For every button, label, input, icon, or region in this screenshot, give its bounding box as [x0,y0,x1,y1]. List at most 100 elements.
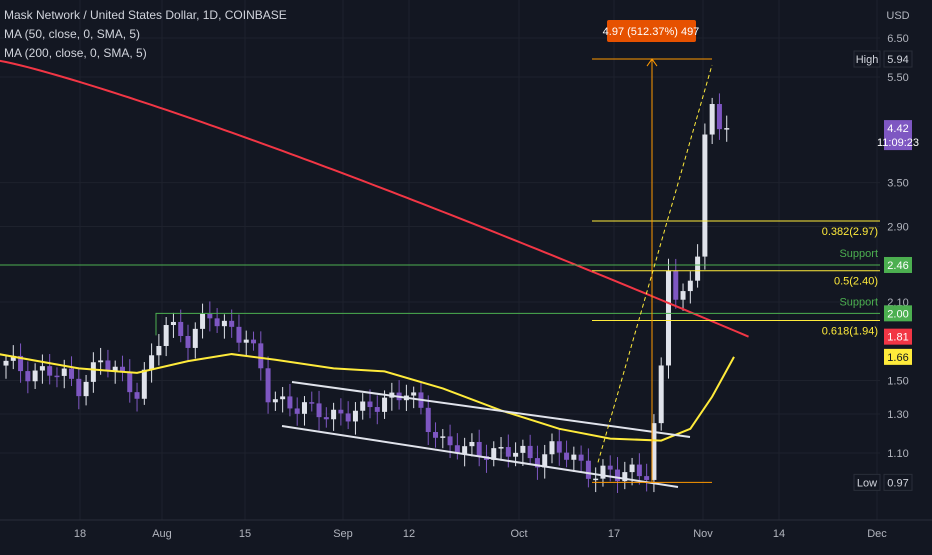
candle-body [673,270,679,300]
candle-body [236,326,242,343]
measure-label-box [607,20,696,42]
price-tag-value: 1.66 [887,352,908,364]
candle-body [112,366,118,371]
price-tag-value: 1.81 [887,332,908,344]
price-tick-label: 3.50 [887,178,908,190]
candle-body [542,454,548,468]
candle-body [636,464,642,477]
support-label: Support [839,296,878,308]
price-tag-name: High [856,54,879,66]
price-tag-countdown: 11:09:23 [877,137,919,149]
candle-body [571,454,577,460]
candle-body [287,396,293,409]
candle-body [716,104,722,130]
candle-body [724,128,730,130]
measure-trend-line [597,64,713,463]
price-tag-box [884,120,912,151]
price-tag-value: 5.94 [887,54,908,66]
candle-body [615,469,621,482]
candle-body [18,355,24,372]
candle-body [214,318,220,327]
candle-body [593,478,599,481]
candle-body [629,464,635,473]
candle-body [374,407,380,412]
price-tick-label: 2.90 [887,222,908,234]
price-tag-box [884,305,912,322]
candle-body [527,445,533,459]
time-tick-label: 12 [403,528,415,540]
ma200-line [0,59,749,338]
candle-body [163,325,169,346]
candle-body [447,436,453,446]
candle-body [491,448,497,460]
price-tag-name-box [853,473,881,491]
candle-body [695,256,701,281]
support-line-lower [155,312,880,336]
candle-body [709,104,715,135]
candle-body [221,320,227,327]
candle-body [83,381,89,397]
candle-body [178,321,184,336]
chart-title: Mask Network / United States Dollar, 1D,… [4,8,287,22]
candle-body [229,320,235,327]
candle-body [207,313,213,319]
price-tag-value: 4.42 [887,123,908,135]
price-tick-label: 1.50 [887,376,908,388]
support-label: Support [839,248,878,260]
candle-body [534,458,540,468]
candle-body [382,397,388,412]
price-tick-label: 1.30 [887,409,908,421]
candle-body [243,339,249,343]
time-tick-label: Aug [152,528,172,540]
candle-body [301,402,307,414]
candle-body [200,313,206,329]
price-tag-value: 2.46 [887,260,908,272]
candle-body [564,452,570,460]
price-tag-box [884,328,912,345]
time-tick-label: Dec [867,528,887,540]
time-tick-label: 14 [773,528,785,540]
candle-body [469,441,475,447]
price-tick-label: 1.10 [887,448,908,460]
candle-body [32,370,38,382]
price-tag-box [883,50,913,68]
candle-body [119,366,125,372]
legend: Mask Network / United States Dollar, 1D,… [4,6,287,63]
candle-body [367,401,373,408]
candle-body [149,355,155,370]
candle-body [433,432,439,438]
candles [3,93,730,493]
candle-body [498,447,504,449]
price-tag-name: Low [857,477,877,489]
candle-body [294,408,300,414]
candle-body [687,280,693,292]
candle-body [607,465,613,470]
price-tag-box [884,348,912,365]
time-tick-label: Nov [693,528,713,540]
candle-body [556,441,562,453]
candle-body [323,417,329,420]
candle-body [520,445,526,453]
candle-body [411,392,417,396]
candle-body [69,368,75,379]
candle-body [513,452,519,457]
candle-body [10,355,16,361]
candle-body [258,343,264,369]
candle-body [105,360,111,371]
candle-body [578,454,584,461]
candle-body [265,368,271,403]
candle-body [25,371,31,382]
candle-body [600,465,606,479]
channel-upper-line [291,381,691,438]
candle-body [352,410,358,422]
candle-body [54,375,60,378]
candle-body [425,407,431,433]
candle-body [185,335,191,348]
fib-label: 0.5(2.40) [834,276,878,288]
ma200-legend: MA (200, close, 0, SMA, 5) [4,46,147,60]
candle-body [665,270,671,366]
price-tag-box [883,473,913,491]
time-tick-label: 17 [608,528,620,540]
